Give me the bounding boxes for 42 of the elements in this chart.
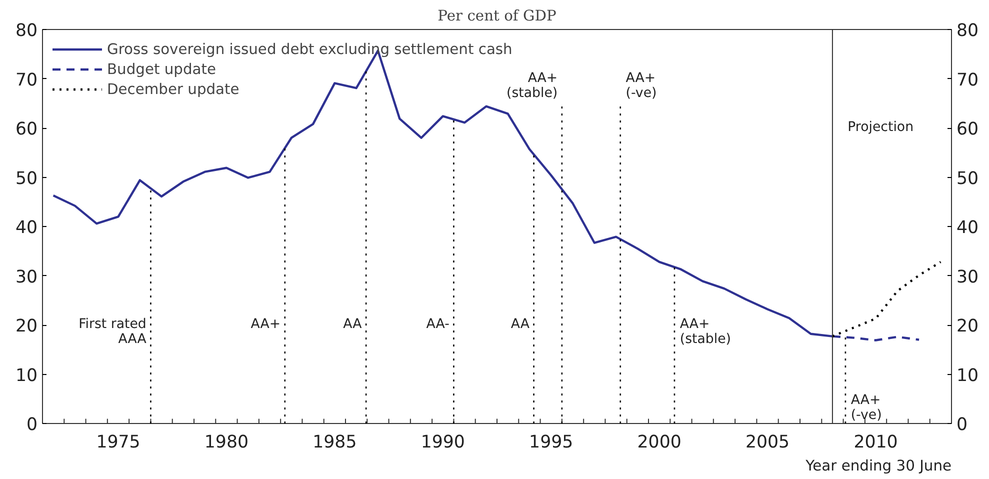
x-tick-label: 1995 — [529, 432, 574, 452]
legend-label: December update — [107, 80, 240, 98]
y2-tick-label: 20 — [956, 316, 979, 336]
ref-line-label: Projection — [848, 120, 914, 136]
ref-line-label: AA — [343, 317, 362, 332]
y2-tick-label: 80 — [956, 21, 979, 41]
y-tick-label: 40 — [15, 218, 38, 238]
legend-label: Budget update — [107, 60, 216, 78]
line-series — [831, 260, 942, 338]
y2-tick-label: 0 — [956, 415, 968, 435]
x-tick-label: 1990 — [420, 432, 465, 452]
chart-title: Per cent of GDP — [438, 8, 556, 24]
ref-line-label: AA+ (stable) — [680, 317, 731, 348]
ref-line-label: AA+ (stable) — [506, 70, 558, 101]
y2-tick-label: 50 — [956, 168, 979, 189]
y2-tick-label: 70 — [956, 70, 979, 90]
ref-line-label: AA- — [426, 317, 450, 332]
x-tick-label: 2005 — [745, 432, 790, 452]
legend-label: Gross sovereign issued debt excluding settlement cash — [107, 40, 512, 58]
x-axis-title: Year ending 30 June — [804, 458, 952, 474]
y2-tick-label: 60 — [956, 120, 979, 140]
x-tick-label: 2000 — [637, 432, 682, 452]
y2-tick-label: 40 — [956, 218, 979, 238]
y-tick-label: 50 — [15, 168, 38, 189]
y2-tick-label: 30 — [956, 267, 979, 288]
y-tick-label: 10 — [15, 366, 38, 386]
y-tick-label: 20 — [15, 316, 38, 336]
ref-line-label: AA+ (-ve) — [626, 70, 657, 101]
ref-line-label: First rated AAA — [78, 317, 146, 348]
ref-line-label: AA — [510, 317, 530, 332]
y-tick-label: 60 — [15, 120, 38, 140]
y-tick-label: 80 — [15, 21, 38, 41]
y-tick-label: 30 — [15, 267, 38, 288]
y-tick-label: 70 — [15, 70, 38, 90]
ref-line-label: AA+ — [250, 317, 281, 332]
x-tick-label: 1975 — [96, 432, 140, 452]
x-tick-label: 2010 — [854, 432, 898, 452]
y-tick-label: 0 — [26, 415, 38, 435]
x-tick-label: 1985 — [312, 432, 357, 452]
ref-line-label: AA+ (-ve) — [850, 392, 882, 423]
x-tick-label: 1980 — [204, 432, 249, 452]
y2-tick-label: 10 — [956, 366, 979, 386]
